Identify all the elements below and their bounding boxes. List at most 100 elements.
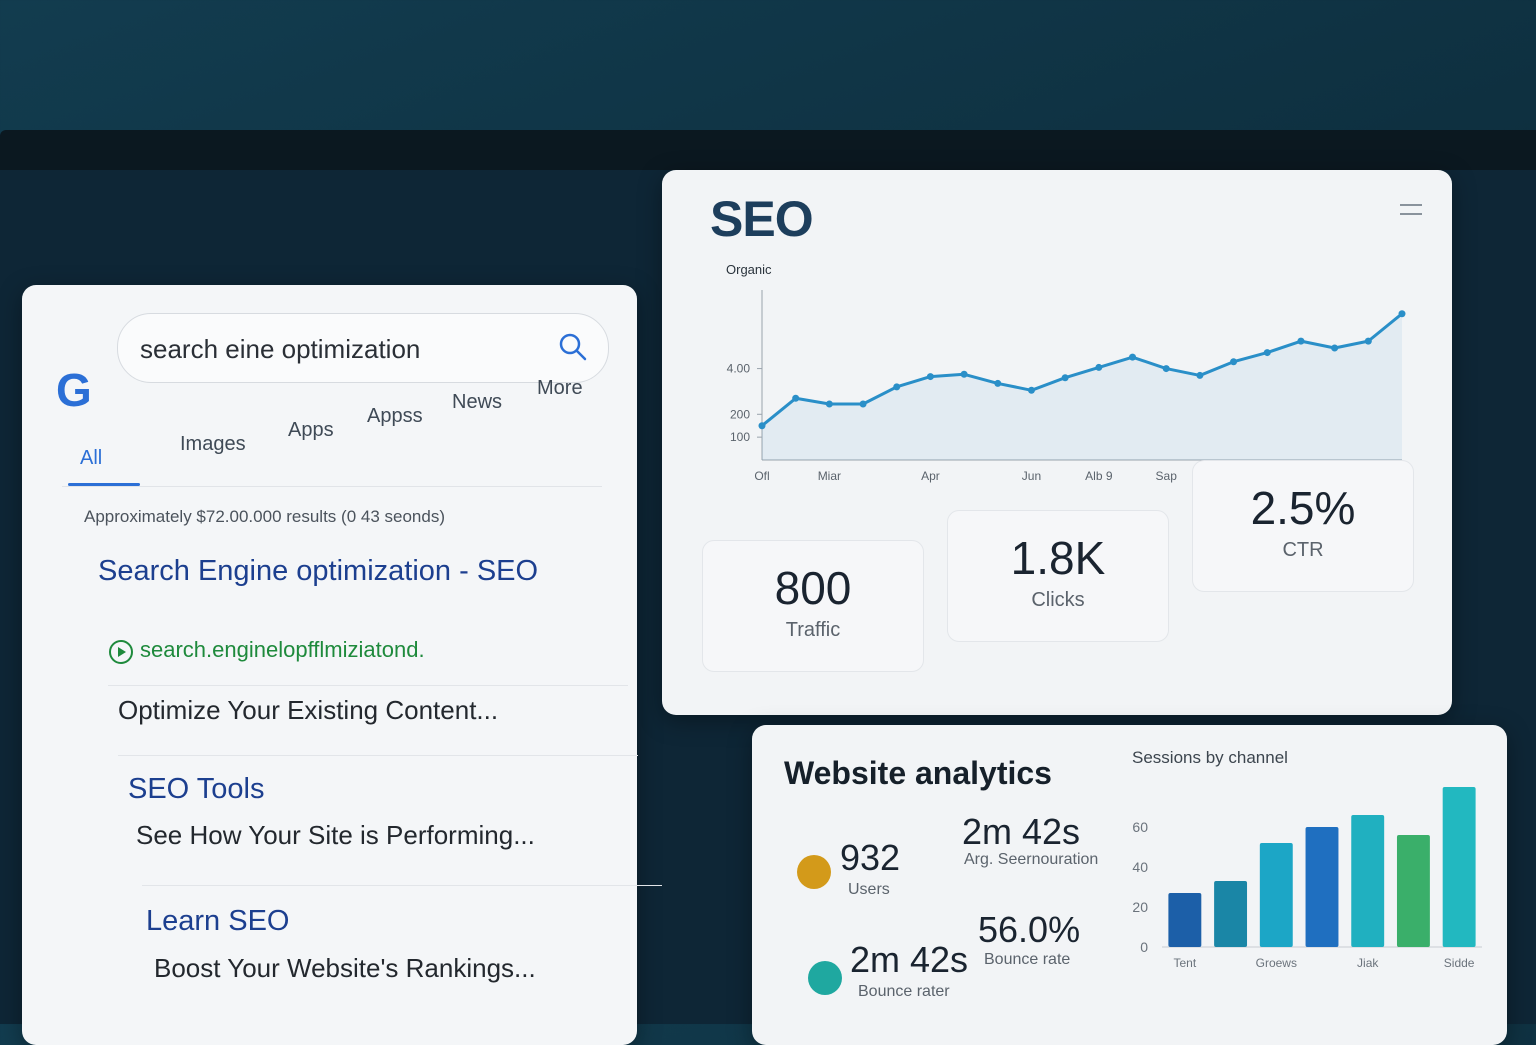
line-point [926, 373, 934, 381]
x-tick-label: Apr [921, 469, 940, 483]
line-point [1129, 353, 1137, 361]
metric-label: Bounce rate [984, 951, 1071, 968]
metric-label: Arg. Seernouration [964, 851, 1099, 868]
search-tab[interactable]: All [80, 447, 103, 469]
line-point [1364, 337, 1372, 345]
line-point [1027, 386, 1035, 394]
result-stats: Approximately $72.00.000 results (0 43 s… [84, 507, 445, 526]
divider [108, 685, 628, 686]
line-point [792, 394, 800, 402]
line-point [859, 400, 867, 408]
stat-value: 1.8K [1010, 532, 1106, 584]
tab-rule [62, 486, 602, 487]
x-tick-label: Jiak [1357, 956, 1379, 970]
line-point [1263, 349, 1271, 357]
bar [1259, 843, 1293, 947]
bar [1396, 835, 1430, 947]
x-tick-label: Groews [1256, 956, 1297, 970]
stat-card: 1.8K Clicks [947, 510, 1169, 642]
y-tick-label: 20 [1132, 899, 1148, 915]
search-tab[interactable]: News [452, 391, 503, 413]
users-icon [797, 855, 831, 889]
line-point [758, 422, 766, 430]
stat-card: 2.5% CTR [1192, 460, 1414, 592]
bounce-icon [808, 961, 842, 995]
search-query[interactable]: search eine optimization [140, 334, 421, 364]
search-box[interactable]: search eine optimization [117, 313, 609, 383]
x-tick-label: Sidde [1444, 956, 1475, 970]
chart-title: Sessions by channel [1132, 748, 1288, 767]
stat-value: 2.5% [1250, 482, 1356, 534]
y-tick-label: 4.00 [727, 362, 751, 376]
search-icon[interactable] [558, 332, 588, 362]
y-tick-label: 200 [730, 407, 750, 421]
stat-label: CTR [1282, 539, 1324, 561]
line-point [1297, 337, 1305, 345]
x-tick-label: Miar [818, 469, 841, 483]
bar [1442, 787, 1476, 947]
stat-card: 800 Traffic [702, 540, 924, 672]
metric-value: 932 [840, 837, 901, 878]
line [761, 312, 1403, 427]
metric-label: Users [848, 881, 890, 898]
result-title[interactable]: Learn SEO [146, 905, 290, 937]
line-point [1398, 310, 1406, 318]
result-title[interactable]: SEO Tools [128, 773, 265, 805]
seo-panel: SEO Organic 100 200 4.00 Ofl Miar Apr Jun Alb 9 S… [662, 170, 1452, 715]
result-snippet: Optimize Your Existing Content... [118, 695, 499, 725]
line-point [1331, 344, 1339, 352]
y-tick-label: 40 [1132, 859, 1148, 875]
seo-title: SEO [710, 191, 814, 247]
search-tab[interactable]: More [537, 377, 583, 399]
line-point [1230, 358, 1238, 366]
result-snippet: See How Your Site is Performing... [136, 820, 535, 850]
y-tick-label: 100 [730, 430, 750, 444]
search-tab[interactable]: Apps [288, 419, 334, 441]
line-point [1196, 371, 1204, 379]
menu-icon[interactable] [1398, 202, 1424, 218]
y-tick-label: 0 [1140, 939, 1148, 955]
bar [1305, 827, 1339, 947]
y-tick-label: 60 [1132, 819, 1148, 835]
analytics-panel: Website analytics 932 Users 2m 42s Arg. … [752, 725, 1507, 1045]
result-snippet: Boost Your Website's Rankings... [154, 953, 536, 983]
bar [1351, 815, 1385, 947]
metric-value: 2m 42s [850, 939, 969, 980]
line-point [960, 370, 968, 378]
divider [118, 755, 638, 756]
line-area [762, 313, 1402, 460]
active-tab-underline [68, 483, 140, 486]
sessions-bar-chart: Sessions by channel 0 20 40 60 Tent Groews Jiak… [1132, 748, 1482, 970]
metric-value: 56.0% [978, 909, 1081, 950]
metric-label: Bounce rater [858, 983, 950, 1000]
line-point [1061, 374, 1069, 382]
x-tick-label: Jun [1022, 469, 1041, 483]
line-point [1162, 365, 1170, 373]
bar [1214, 881, 1248, 947]
analytics-title: Website analytics [784, 755, 1052, 791]
divider [142, 885, 662, 886]
stat-label: Clicks [1031, 589, 1085, 611]
result-title[interactable]: Search Engine optimization - SEO [98, 555, 539, 587]
result-url[interactable]: search.enginelopfflmiziatond. [140, 637, 425, 662]
x-tick-label: Alb 9 [1085, 469, 1113, 483]
metric-value: 2m 42s [962, 811, 1081, 852]
y-axis-label: Organic [726, 262, 772, 277]
x-tick-label: Tent [1174, 956, 1197, 970]
line-point [1095, 363, 1103, 371]
stat-label: Traffic [785, 619, 841, 641]
search-tab[interactable]: Appss [367, 405, 423, 427]
line-point [893, 383, 901, 391]
search-tab[interactable]: Images [180, 433, 246, 455]
search-logo: G [56, 364, 92, 416]
x-tick-label: Ofl [754, 469, 769, 483]
stat-value: 800 [774, 562, 852, 614]
bar [1168, 893, 1202, 947]
line-point [825, 400, 833, 408]
line-point [994, 379, 1002, 387]
x-tick-label: Sap [1156, 469, 1178, 483]
search-panel: G search eine optimization All Images Ap… [22, 285, 662, 1045]
url-icon [109, 640, 133, 664]
